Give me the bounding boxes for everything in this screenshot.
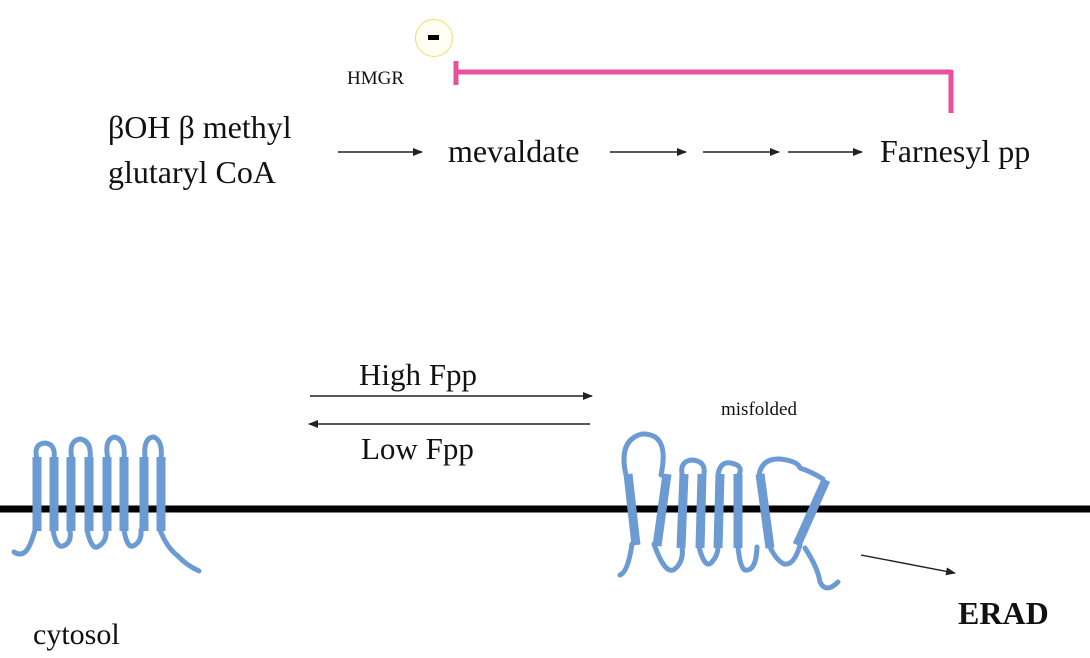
substrate-label-line2: glutaryl CoA bbox=[108, 154, 276, 190]
intermediate-label: mevaldate bbox=[448, 133, 580, 169]
product-label: Farnesyl pp bbox=[880, 133, 1031, 169]
misfolded-label: misfolded bbox=[721, 399, 797, 420]
enzyme-label: HMGR bbox=[347, 68, 405, 89]
folded-hmgr-protein bbox=[11, 434, 202, 574]
high-fpp-label: High Fpp bbox=[359, 357, 477, 392]
misfolded-hmgr-protein bbox=[617, 431, 841, 591]
minus-sign bbox=[428, 35, 439, 40]
substrate-label-line1: βOH β methyl bbox=[108, 109, 292, 145]
feedback-inhibition-line bbox=[453, 61, 954, 113]
inhibition-minus-icon bbox=[415, 19, 453, 57]
cytosol-label: cytosol bbox=[33, 618, 120, 651]
erad-arrow bbox=[860, 554, 956, 576]
low-fpp-label: Low Fpp bbox=[361, 431, 474, 466]
erad-label: ERAD bbox=[958, 595, 1049, 631]
